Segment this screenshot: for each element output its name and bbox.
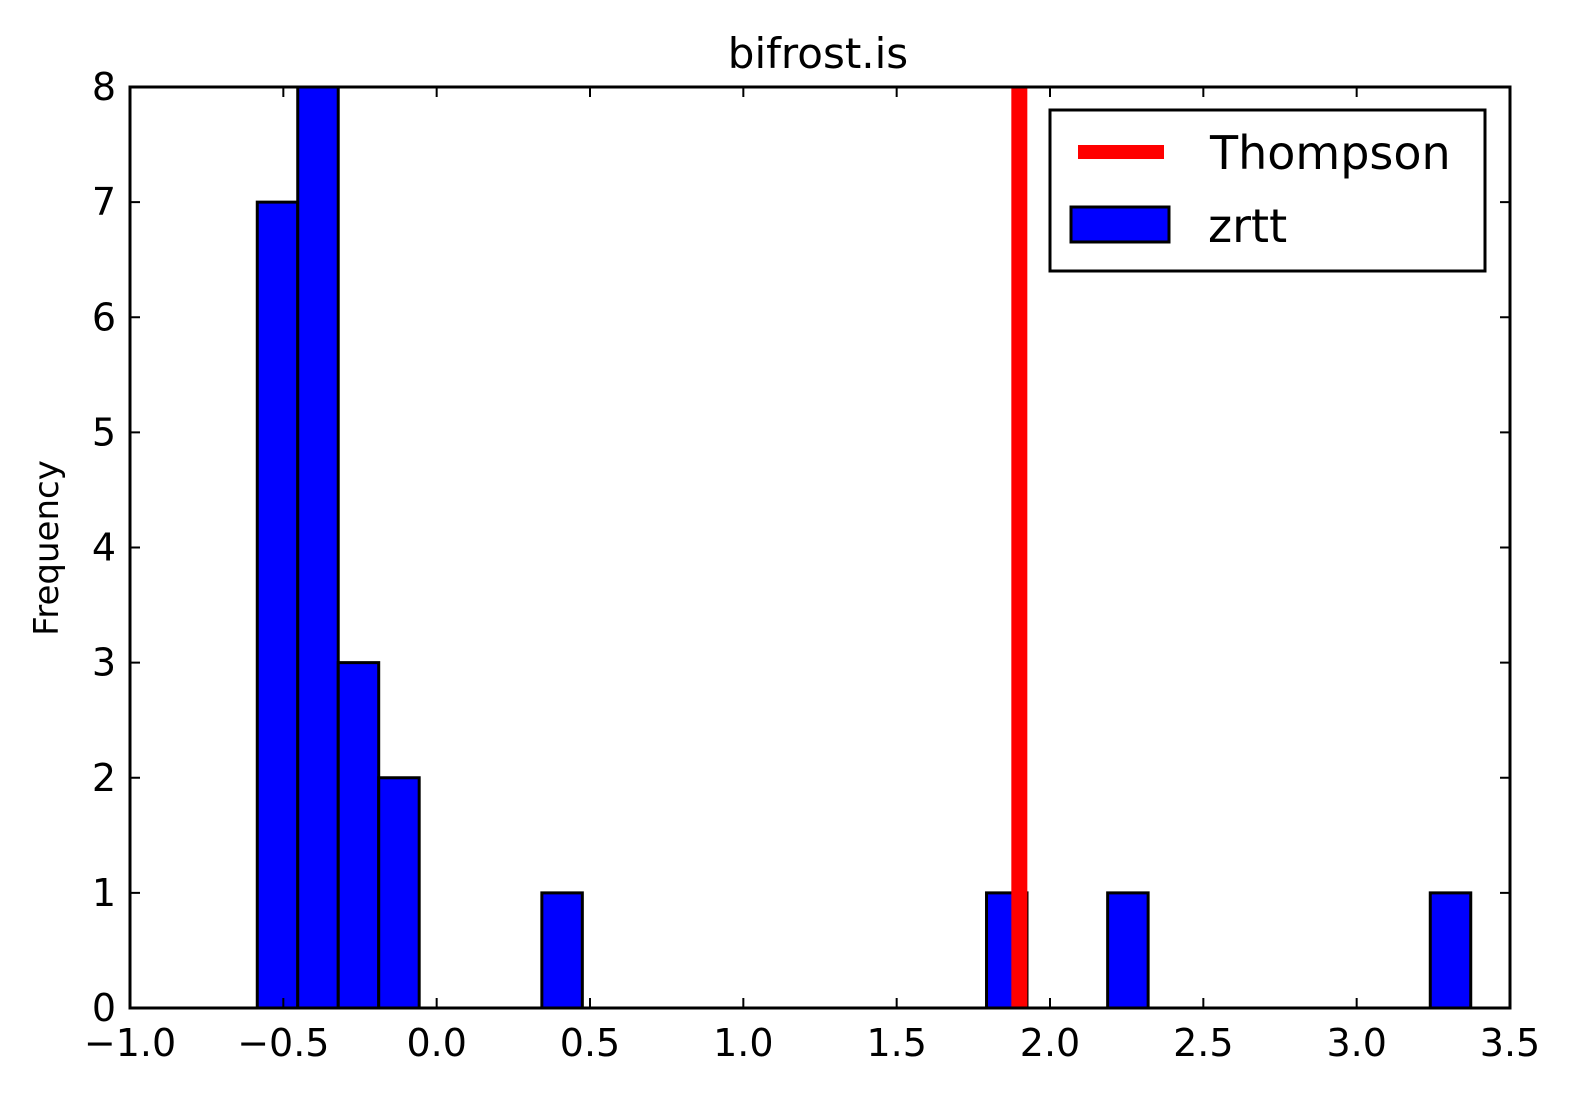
x-tick-label: −1.0 — [84, 1021, 176, 1065]
y-tick-label: 2 — [92, 756, 116, 800]
x-tick-label: 1.5 — [866, 1021, 926, 1065]
x-tick-label: 3.5 — [1480, 1021, 1540, 1065]
y-tick-label: 5 — [92, 410, 116, 454]
x-tick-label: 3.0 — [1326, 1021, 1386, 1065]
y-tick-label: 0 — [92, 986, 116, 1030]
legend-swatch-zrtt — [1069, 205, 1171, 244]
x-tick-label: 0.5 — [560, 1021, 620, 1065]
histogram-bar — [296, 85, 340, 1010]
histogram-bar — [336, 661, 381, 1010]
histogram-bar — [255, 200, 300, 1010]
y-tick-label: 6 — [92, 295, 116, 339]
axis-ticks-group: −1.0 −0.5 0.0 0.5 1.0 1.5 2.0 2.5 3.0 3.5 0 1 2 3 4 5 6 7… — [84, 65, 1540, 1065]
histogram-bar — [1428, 891, 1473, 1010]
y-axis-label: Frequency — [27, 460, 67, 636]
legend-label-thompson: Thompson — [1209, 126, 1451, 180]
plot-frame — [128, 85, 1512, 1010]
y-tick-label: 1 — [92, 871, 116, 915]
x-tick-label: −0.5 — [237, 1021, 329, 1065]
chart-title: bifrost.is — [728, 29, 908, 78]
y-tick-label: 4 — [92, 526, 116, 570]
x-tick-label: 2.0 — [1020, 1021, 1080, 1065]
y-tick-label: 8 — [92, 65, 116, 109]
x-tick-label: 1.0 — [713, 1021, 773, 1065]
x-tick-label: 0.0 — [406, 1021, 466, 1065]
legend-label-zrtt: zrtt — [1208, 199, 1287, 253]
histogram-bar — [1106, 891, 1150, 1010]
x-tick-label: 2.5 — [1173, 1021, 1233, 1065]
histogram-bar — [377, 776, 421, 1010]
histogram-bar — [540, 891, 584, 1010]
legend: Thompson zrtt — [1048, 108, 1487, 273]
y-tick-label: 3 — [92, 641, 116, 685]
y-tick-label: 7 — [92, 180, 116, 224]
legend-box — [1048, 108, 1487, 273]
